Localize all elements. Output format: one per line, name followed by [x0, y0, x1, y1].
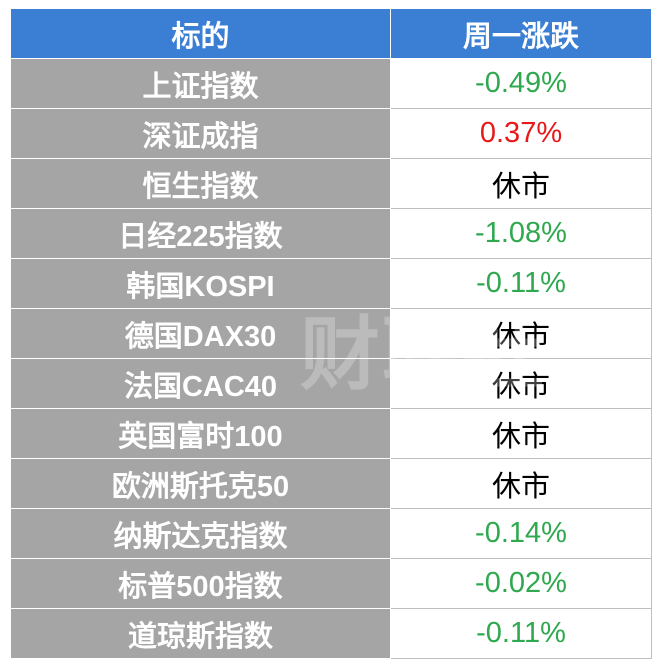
index-name: 道琼斯指数	[10, 608, 391, 659]
table-row: 恒生指数 休市	[10, 158, 652, 209]
index-change: -1.08%	[390, 208, 652, 259]
header-row: 标的 周一涨跌	[10, 8, 652, 59]
table-row: 欧洲斯托克50 休市	[10, 458, 652, 509]
index-change: 休市	[390, 158, 652, 209]
table-row: 德国DAX30 休市	[10, 308, 652, 359]
table-row: 日经225指数 -1.08%	[10, 208, 652, 259]
index-name: 德国DAX30	[10, 308, 391, 359]
table-row: 法国CAC40 休市	[10, 358, 652, 409]
table-body: 上证指数 -0.49% 深证成指 0.37% 恒生指数 休市 日经225指数 -1.08% 韩国…	[10, 58, 652, 659]
index-name: 标普500指数	[10, 558, 391, 609]
index-change: 休市	[390, 408, 652, 459]
table-row: 道琼斯指数 -0.11%	[10, 608, 652, 659]
index-change: 0.37%	[390, 108, 652, 159]
index-change: 休市	[390, 358, 652, 409]
index-name: 法国CAC40	[10, 358, 391, 409]
index-change: -0.49%	[390, 58, 652, 109]
table-row: 韩国KOSPI -0.11%	[10, 258, 652, 309]
index-name: 日经225指数	[10, 208, 391, 259]
table-row: 上证指数 -0.49%	[10, 58, 652, 109]
index-name: 上证指数	[10, 58, 391, 109]
index-name: 纳斯达克指数	[10, 508, 391, 559]
header-cell: 标的	[10, 8, 391, 59]
table-row: 纳斯达克指数 -0.14%	[10, 508, 652, 559]
index-name: 恒生指数	[10, 158, 391, 209]
index-name: 韩国KOSPI	[10, 258, 391, 309]
index-change: -0.14%	[390, 508, 652, 559]
index-change: 休市	[390, 308, 652, 359]
index-change: -0.11%	[390, 608, 652, 659]
index-change: -0.02%	[390, 558, 652, 609]
index-change: -0.11%	[390, 258, 652, 309]
index-table: 标的 周一涨跌 上证指数 -0.49% 深证成指 0.37% 恒生指数 休市 日经225指数…	[10, 8, 652, 659]
index-name: 欧洲斯托克50	[10, 458, 391, 509]
table-row: 深证成指 0.37%	[10, 108, 652, 159]
header-cell: 周一涨跌	[390, 8, 652, 59]
index-change: 休市	[390, 458, 652, 509]
table-row: 标普500指数 -0.02%	[10, 558, 652, 609]
index-name: 深证成指	[10, 108, 391, 159]
table-row: 英国富时100 休市	[10, 408, 652, 459]
index-name: 英国富时100	[10, 408, 391, 459]
